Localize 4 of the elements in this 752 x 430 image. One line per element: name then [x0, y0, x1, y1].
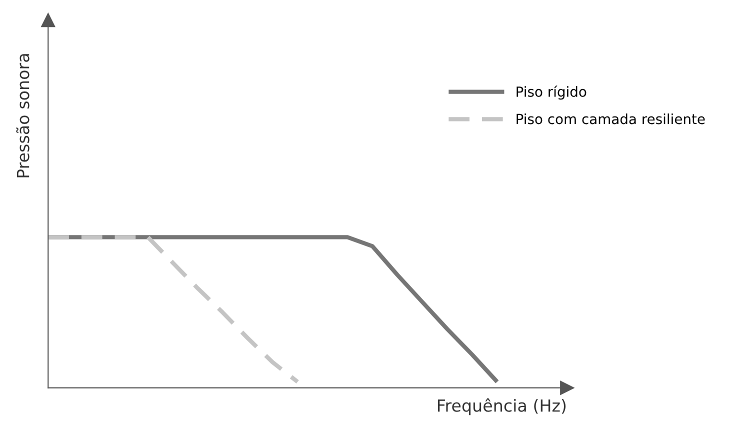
legend-label: Piso rígido: [516, 86, 586, 100]
y-axis-title: Pressão sonora: [16, 54, 30, 178]
legend-label: Piso com camada resiliente: [516, 113, 705, 124]
x-axis-title: Frequência (Hz): [438, 398, 566, 416]
